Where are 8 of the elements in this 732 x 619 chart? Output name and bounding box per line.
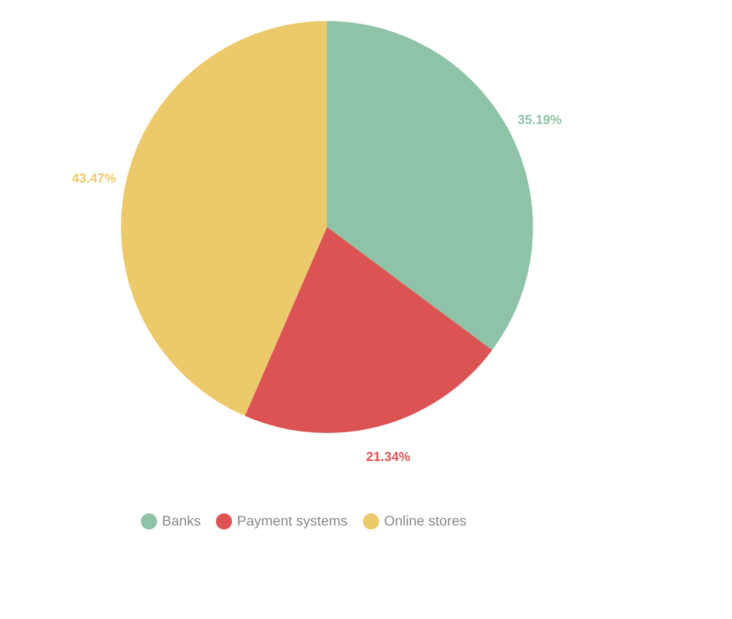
data-label: 35.19% bbox=[518, 112, 562, 128]
legend-label: Banks bbox=[162, 512, 201, 528]
data-label: 21.34% bbox=[366, 448, 411, 464]
pie-slice bbox=[121, 21, 327, 416]
legend-label: Payment systems bbox=[237, 512, 348, 528]
legend-label: Online stores bbox=[384, 512, 466, 528]
data-label: 43.47% bbox=[72, 170, 116, 186]
pie-slice bbox=[244, 227, 492, 433]
